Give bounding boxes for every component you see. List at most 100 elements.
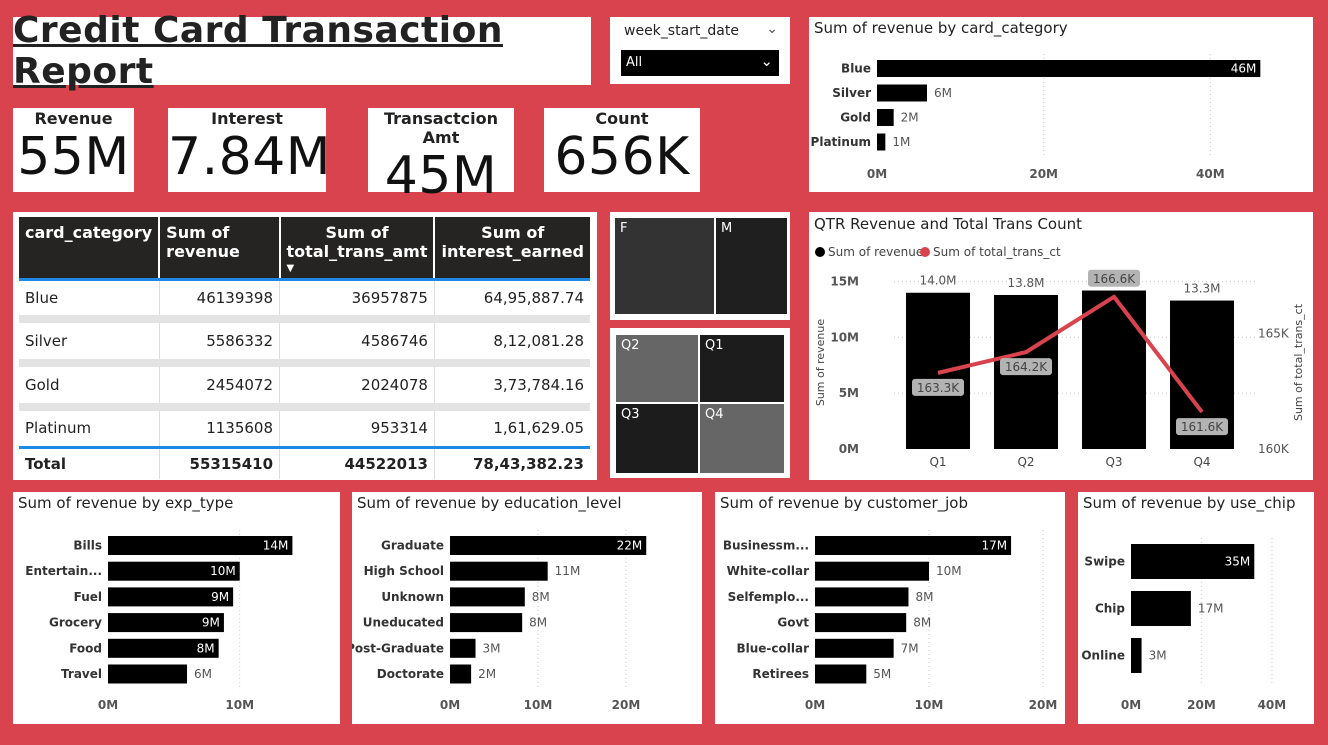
- category-label-entertain: Entertain...: [25, 564, 102, 578]
- column-header-sum-of-total-trans-amt[interactable]: Sum of total_trans_amt ▼: [279, 217, 436, 279]
- category-label-blue-collar: Blue-collar: [736, 641, 809, 655]
- dropdown-chevron-icon[interactable]: ⌄: [760, 52, 773, 70]
- cell-interest: 3,73,784.16: [493, 376, 584, 394]
- table-row[interactable]: Platinum 1135608 953314 1,61,629.05: [19, 411, 590, 447]
- treemap-tile-q4[interactable]: Q4: [700, 404, 784, 473]
- y-axis-label: Sum of revenue: [814, 319, 827, 407]
- bar-gold: [877, 109, 894, 126]
- card-category-chart-panel: Sum of revenue by card_category 0M 20M 40M B…: [809, 17, 1313, 192]
- x-tick-label: 20M: [1029, 698, 1058, 712]
- legend-marker-trans-ct: [920, 247, 930, 257]
- kpi-value: 55M: [17, 127, 130, 187]
- column-header-sum-of-revenue[interactable]: Sum of revenue: [159, 217, 281, 279]
- column-header-sum-of-interest-earned[interactable]: Sum of interest_earned: [434, 217, 590, 279]
- slicer-selected-value: All: [626, 55, 643, 70]
- kpi-card-interest: Interest 7.84M: [168, 108, 332, 192]
- data-label-silver: 6M: [934, 86, 952, 100]
- category-label-bills: Bills: [73, 539, 102, 553]
- data-label-gold: 2M: [901, 111, 919, 125]
- bar-unknown: [450, 587, 525, 607]
- treemap-tile-q3[interactable]: Q3: [616, 404, 698, 473]
- category-label-white-collar: White-collar: [727, 564, 809, 578]
- legend-marker-revenue: [815, 247, 825, 257]
- line-label-bg-q1: [912, 378, 964, 396]
- treemap-tile-q2[interactable]: Q2: [616, 335, 698, 402]
- cell-trans-amt: 2024078: [279, 367, 435, 403]
- bar-data-label-q1: 14.0M: [919, 274, 956, 288]
- table-row[interactable]: Silver 5586332 4586746 8,12,081.28: [19, 323, 590, 359]
- data-label-grocery: 9M: [202, 616, 220, 630]
- category-label-doctorate: Doctorate: [377, 667, 444, 681]
- table-row[interactable]: Blue 46139398 36957875 64,95,887.74: [19, 279, 590, 315]
- y2-tick-label: 160K: [1258, 442, 1290, 456]
- bar-white-collar: [815, 561, 929, 581]
- cell-total-revenue: 55315410: [159, 447, 281, 479]
- slicer-label: week_start_date: [624, 23, 739, 39]
- line-data-label-q4: 161.6K: [1181, 420, 1224, 434]
- x-tick-label: 0M: [440, 698, 460, 712]
- bar-blue-collar: [815, 638, 894, 658]
- y-tick-label: 15M: [830, 275, 859, 289]
- table-row[interactable]: Gold 2454072 2024078 3,73,784.16: [19, 367, 590, 403]
- quarter-treemap: Q2 Q1 Q3 Q4: [610, 328, 790, 478]
- x-tick-label-q2: Q2: [1017, 455, 1034, 469]
- column-header-card-category[interactable]: card_category: [19, 217, 161, 279]
- header-line: Sum of: [325, 223, 389, 242]
- card-category-table: card_category Sum of revenue Sum of tota…: [19, 217, 590, 479]
- header-line: interest_earned: [441, 242, 584, 261]
- bar-online: [1131, 638, 1142, 673]
- row-separator: [19, 359, 590, 367]
- use-chip-chart-panel: Sum of revenue by use_chip 0M 20M 40M Swipe 3…: [1078, 492, 1314, 724]
- bar-silver: [877, 84, 927, 102]
- kpi-card-transaction-amt: Transactcion Amt 45M: [368, 108, 514, 205]
- bar-swipe: [1131, 544, 1255, 579]
- treemap-tile-m[interactable]: M: [716, 218, 787, 314]
- category-label-gold: Gold: [840, 111, 871, 125]
- x-tick-label: 10M: [225, 698, 254, 712]
- header-line: total_trans_amt: [286, 242, 428, 261]
- cell-revenue: 5586332: [159, 323, 281, 359]
- x-tick-label: 0M: [1121, 698, 1141, 712]
- data-label-white-collar: 10M: [936, 564, 962, 578]
- education-level-chart-panel: Sum of revenue by education_level 0M 10M 20…: [352, 492, 702, 724]
- kpi-value: 656K: [554, 127, 690, 187]
- x-tick-label: 10M: [915, 698, 944, 712]
- category-label-silver: Silver: [832, 86, 871, 100]
- cell-card-category: Gold: [19, 367, 160, 403]
- data-label-entertain: 10M: [210, 564, 236, 578]
- cell-total-trans-amt: 44522013: [279, 447, 435, 479]
- week-start-date-slicer[interactable]: week_start_date ⌄ All ⌄: [610, 17, 790, 84]
- cell-trans-amt: 4586746: [279, 323, 435, 359]
- bar-retirees: [815, 664, 867, 684]
- bar-high-school: [450, 561, 548, 581]
- sort-descending-icon[interactable]: ▼: [286, 263, 295, 274]
- chevron-down-icon[interactable]: ⌄: [766, 21, 778, 37]
- bar-doctorate: [450, 664, 472, 684]
- x-tick-label-q4: Q4: [1193, 455, 1210, 469]
- category-label-selfemplo: Selfemplo...: [728, 590, 809, 604]
- x-tick-label: 0M: [867, 167, 887, 181]
- report-title-panel: Credit Card Transaction Report: [13, 10, 591, 92]
- cell-interest: 64,95,887.74: [483, 288, 584, 307]
- category-label-swipe: Swipe: [1084, 555, 1125, 569]
- bar-blue: [877, 60, 1261, 77]
- bar-food: [108, 638, 219, 658]
- category-label-online: Online: [1081, 649, 1125, 663]
- slicer-dropdown[interactable]: All ⌄: [621, 50, 779, 76]
- line-data-label-q3: 166.6K: [1093, 272, 1136, 286]
- cell-revenue: 46139398: [159, 279, 281, 315]
- category-label-chip: Chip: [1095, 602, 1125, 616]
- category-label-businessm: Businessm...: [723, 539, 809, 553]
- line-data-label-q2: 164.2K: [1005, 360, 1048, 374]
- chart-title: Sum of revenue by customer_job: [720, 494, 968, 513]
- chart-title: Sum of revenue by exp_type: [18, 494, 233, 513]
- cell-trans-amt: 36957875: [279, 279, 435, 315]
- table-header-row: card_category Sum of revenue Sum of tota…: [19, 217, 590, 279]
- data-label-high-school: 11M: [555, 564, 581, 578]
- chart-svg: Sum of revenue by exp_type 0M 10M Bills 14M E…: [18, 494, 293, 712]
- data-label-platinum: 1M: [892, 135, 910, 149]
- treemap-tile-q1[interactable]: Q1: [700, 335, 784, 402]
- legend-label-revenue: Sum of revenue: [828, 245, 923, 259]
- kpi-value: 7.84M: [168, 127, 332, 187]
- treemap-tile-f[interactable]: F: [615, 218, 714, 314]
